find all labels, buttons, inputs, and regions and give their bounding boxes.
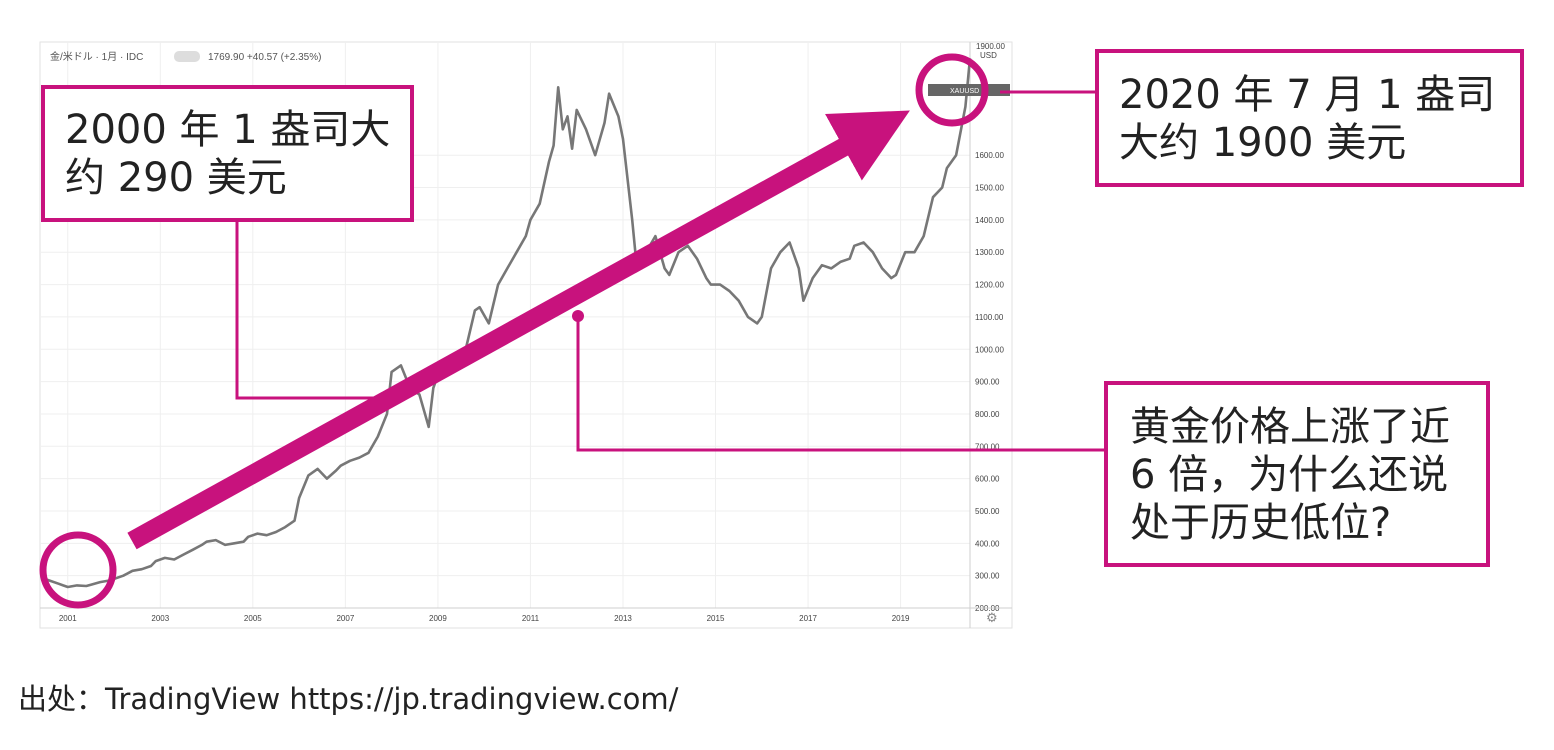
x-tick-label: 2009	[429, 614, 447, 623]
y-tick-label: 1500.00	[975, 184, 1004, 193]
price-tag-label: XAUUSD	[950, 88, 979, 95]
x-tick-label: 2013	[614, 614, 632, 623]
y-tick-label: 1200.00	[975, 281, 1004, 290]
x-tick-label: 2003	[151, 614, 169, 623]
y-tick-label: 300.00	[975, 572, 1000, 581]
x-tick-label: 2011	[522, 614, 540, 623]
header-toggle-button[interactable]	[174, 51, 200, 62]
callout-growth-question: 黄金价格上涨了近 6 倍，为什么还说 处于历史低位?	[1104, 381, 1490, 567]
callout-end-price: 2020 年 7 月 1 盎司 大约 1900 美元	[1095, 49, 1524, 187]
currency-label: USD	[980, 51, 997, 60]
trend-arrow	[127, 110, 910, 550]
x-tick-label: 2001	[59, 614, 77, 623]
y-tick-label: 600.00	[975, 475, 1000, 484]
source-citation: 出处：TradingView https://jp.tradingview.co…	[18, 682, 679, 716]
y-tick-label: 900.00	[975, 378, 1000, 387]
callout-start-price: 2000 年 1 盎司大 约 290 美元	[41, 85, 414, 222]
y-tick-label: 800.00	[975, 410, 1000, 419]
settings-gear-icon[interactable]: ⚙	[986, 611, 998, 626]
chart-header-price: 1769.90 +40.57 (+2.35%)	[208, 52, 321, 63]
y-tick-label: 700.00	[975, 442, 1000, 451]
start-highlight-circle	[39, 531, 117, 609]
chart-header-title: 金/米ドル · 1月 · IDC	[50, 50, 143, 63]
x-tick-label: 2019	[892, 614, 910, 623]
y-tick-label: 1600.00	[975, 151, 1004, 160]
y-tick-label: 1300.00	[975, 248, 1004, 257]
connector-dot	[572, 310, 584, 322]
connector-growth-callout	[576, 316, 1108, 452]
y-tick-label: 500.00	[975, 507, 1000, 516]
x-tick-label: 2015	[707, 614, 725, 623]
y-tick-label: 1400.00	[975, 216, 1004, 225]
price-tag-box	[928, 84, 1010, 96]
connector-start-callout	[235, 218, 393, 400]
y-tick-label: 400.00	[975, 539, 1000, 548]
x-tick-label: 2017	[799, 614, 817, 623]
x-tick-label: 2005	[244, 614, 262, 623]
x-tick-label: 2007	[336, 614, 354, 623]
y-tick-label: 1100.00	[975, 313, 1004, 322]
x-axis-ticks: 2001 2003 2005 2007 2009 2011 2013 2015 2017 2019	[59, 614, 910, 623]
y-tick-label: 1000.00	[975, 345, 1004, 354]
axis-top-label: 1900.00	[976, 42, 1005, 51]
end-highlight-circle	[915, 53, 989, 127]
series-line-gold-price	[44, 58, 972, 589]
